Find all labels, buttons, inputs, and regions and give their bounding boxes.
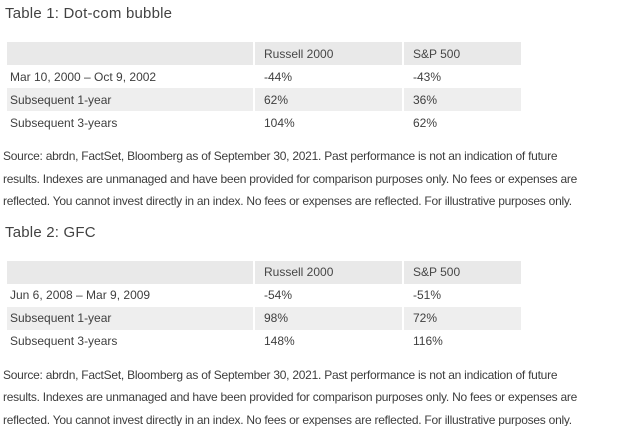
table-header-row: Russell 2000 S&P 500 <box>7 260 521 284</box>
table1-title: Table 1: Dot-com bubble <box>5 5 173 22</box>
gfc-section: Table 2: GFC Russell 2000 S&P 500 Jun 6,… <box>0 224 620 426</box>
source-line: reflected. You cannot invest directly in… <box>3 194 572 208</box>
row-label: Subsequent 1-year <box>7 306 255 330</box>
sp-500-value: 72% <box>404 306 521 330</box>
table-row: Subsequent 1-year 98% 72% <box>7 306 521 330</box>
column-header-sp-500: S&P 500 <box>404 260 521 284</box>
russell-2000-value: 104% <box>255 111 404 134</box>
table-row: Subsequent 1-year 62% 36% <box>7 88 521 111</box>
dot-com-bubble-section: Table 1: Dot-com bubble Russell 2000 S&P… <box>3 5 620 213</box>
table-row: Jun 6, 2008 – Mar 9, 2009 -54% -51% <box>7 283 521 307</box>
russell-2000-value: 148% <box>255 329 404 353</box>
column-header-russell-2000: Russell 2000 <box>255 260 404 284</box>
dot-com-bubble-table: Russell 2000 S&P 500 Mar 10, 2000 – Oct … <box>7 42 521 134</box>
table-row: Mar 10, 2000 – Oct 9, 2002 -44% -43% <box>7 65 521 88</box>
sp-500-value: -43% <box>413 69 442 84</box>
source-line: results. Indexes are unmanaged and have … <box>3 171 578 186</box>
source-line: reflected. You cannot invest directly in… <box>3 412 572 426</box>
column-header-russell-2000: Russell 2000 <box>255 42 404 65</box>
row-label: Subsequent 3-years <box>7 329 255 353</box>
row-label: Jun 6, 2008 – Mar 9, 2009 <box>7 283 255 307</box>
row-label: Subsequent 1-year <box>7 88 255 111</box>
column-header-sp-500: S&P 500 <box>404 42 521 65</box>
source-line: Source: abrdn, FactSet, Bloomberg as of … <box>3 149 558 163</box>
table-header-row: Russell 2000 S&P 500 <box>7 42 521 65</box>
gfc-table: Russell 2000 S&P 500 Jun 6, 2008 – Mar 9… <box>7 260 521 353</box>
row-label: Subsequent 3-years <box>7 111 255 134</box>
sp-500-value: 62% <box>413 115 438 130</box>
russell-2000-value: 98% <box>255 306 404 330</box>
column-header-period <box>7 260 255 284</box>
source-line: Source: abrdn, FactSet, Bloomberg as of … <box>3 367 558 382</box>
russell-2000-value: 62% <box>255 88 404 111</box>
source-disclaimer-note: Source: abrdn, FactSet, Bloomberg as of … <box>3 364 620 426</box>
russell-2000-value: -54% <box>255 283 404 307</box>
russell-2000-value: -44% <box>255 65 404 88</box>
source-line: results. Indexes are unmanaged and have … <box>3 390 578 404</box>
sp-500-value: -51% <box>413 288 442 302</box>
sp-500-value: 116% <box>413 334 443 348</box>
source-disclaimer-note: Source: abrdn, FactSet, Bloomberg as of … <box>3 145 620 213</box>
row-label: Mar 10, 2000 – Oct 9, 2002 <box>7 65 255 88</box>
table2-title: Table 2: GFC <box>5 223 96 241</box>
table-row: Subsequent 3-years 104% 62% <box>7 111 521 134</box>
table-row: Subsequent 3-years 148% 116% <box>7 329 521 353</box>
sp-500-value: 36% <box>404 88 521 111</box>
column-header-period <box>7 42 255 65</box>
